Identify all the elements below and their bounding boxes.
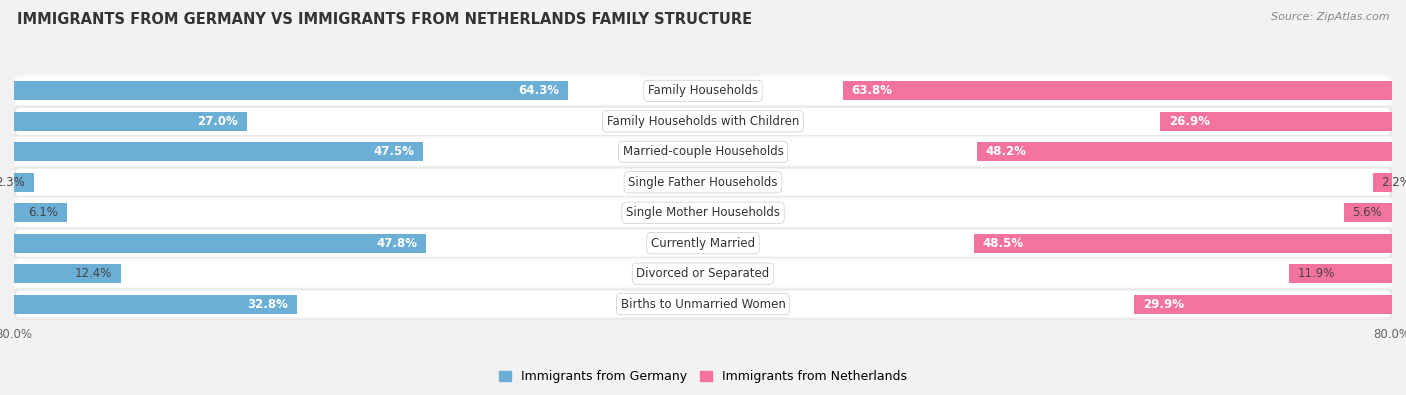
Bar (974, 234, 1392, 253)
Text: Married-couple Households: Married-couple Households (623, 145, 783, 158)
Text: Single Father Households: Single Father Households (628, 176, 778, 189)
Text: 32.8%: 32.8% (247, 297, 288, 310)
Bar (1289, 264, 1392, 283)
FancyBboxPatch shape (14, 229, 1392, 258)
Bar (14, 106, 1392, 137)
Bar (14, 167, 1392, 198)
Bar (14, 81, 568, 100)
FancyBboxPatch shape (14, 107, 1392, 136)
Bar (14, 295, 297, 314)
FancyBboxPatch shape (14, 76, 1392, 105)
Bar (14, 228, 1392, 258)
Bar (842, 81, 1392, 100)
Bar (1160, 112, 1392, 131)
Bar (1135, 295, 1392, 314)
Text: 47.5%: 47.5% (374, 145, 415, 158)
Text: Births to Unmarried Women: Births to Unmarried Women (620, 297, 786, 310)
Text: 48.2%: 48.2% (986, 145, 1026, 158)
Text: 29.9%: 29.9% (1143, 297, 1184, 310)
Text: Currently Married: Currently Married (651, 237, 755, 250)
Text: IMMIGRANTS FROM GERMANY VS IMMIGRANTS FROM NETHERLANDS FAMILY STRUCTURE: IMMIGRANTS FROM GERMANY VS IMMIGRANTS FR… (17, 12, 752, 27)
Text: Divorced or Separated: Divorced or Separated (637, 267, 769, 280)
Text: 12.4%: 12.4% (75, 267, 112, 280)
Text: 2.2%: 2.2% (1382, 176, 1406, 189)
Bar (14, 173, 34, 192)
Legend: Immigrants from Germany, Immigrants from Netherlands: Immigrants from Germany, Immigrants from… (494, 365, 912, 388)
FancyBboxPatch shape (14, 259, 1392, 288)
Bar (14, 142, 423, 161)
Text: Family Households: Family Households (648, 85, 758, 98)
Text: 5.6%: 5.6% (1353, 206, 1382, 219)
Text: 63.8%: 63.8% (851, 85, 893, 98)
Text: 2.3%: 2.3% (0, 176, 25, 189)
Text: 47.8%: 47.8% (375, 237, 418, 250)
Bar (14, 76, 1392, 106)
Bar (14, 258, 1392, 289)
Bar (14, 203, 66, 222)
Text: 64.3%: 64.3% (519, 85, 560, 98)
Bar (1344, 203, 1392, 222)
FancyBboxPatch shape (14, 167, 1392, 197)
Bar (14, 198, 1392, 228)
FancyBboxPatch shape (14, 290, 1392, 319)
FancyBboxPatch shape (14, 198, 1392, 228)
Text: 6.1%: 6.1% (28, 206, 58, 219)
Bar (14, 264, 121, 283)
Bar (14, 289, 1392, 319)
Text: 26.9%: 26.9% (1168, 115, 1211, 128)
Text: 11.9%: 11.9% (1298, 267, 1336, 280)
Bar (14, 137, 1392, 167)
Bar (977, 142, 1392, 161)
Text: 48.5%: 48.5% (983, 237, 1024, 250)
Text: Single Mother Households: Single Mother Households (626, 206, 780, 219)
Bar (1374, 173, 1392, 192)
FancyBboxPatch shape (14, 137, 1392, 166)
Bar (14, 112, 246, 131)
Bar (14, 234, 426, 253)
Text: 27.0%: 27.0% (197, 115, 238, 128)
Text: Family Households with Children: Family Households with Children (607, 115, 799, 128)
Text: Source: ZipAtlas.com: Source: ZipAtlas.com (1271, 12, 1389, 22)
